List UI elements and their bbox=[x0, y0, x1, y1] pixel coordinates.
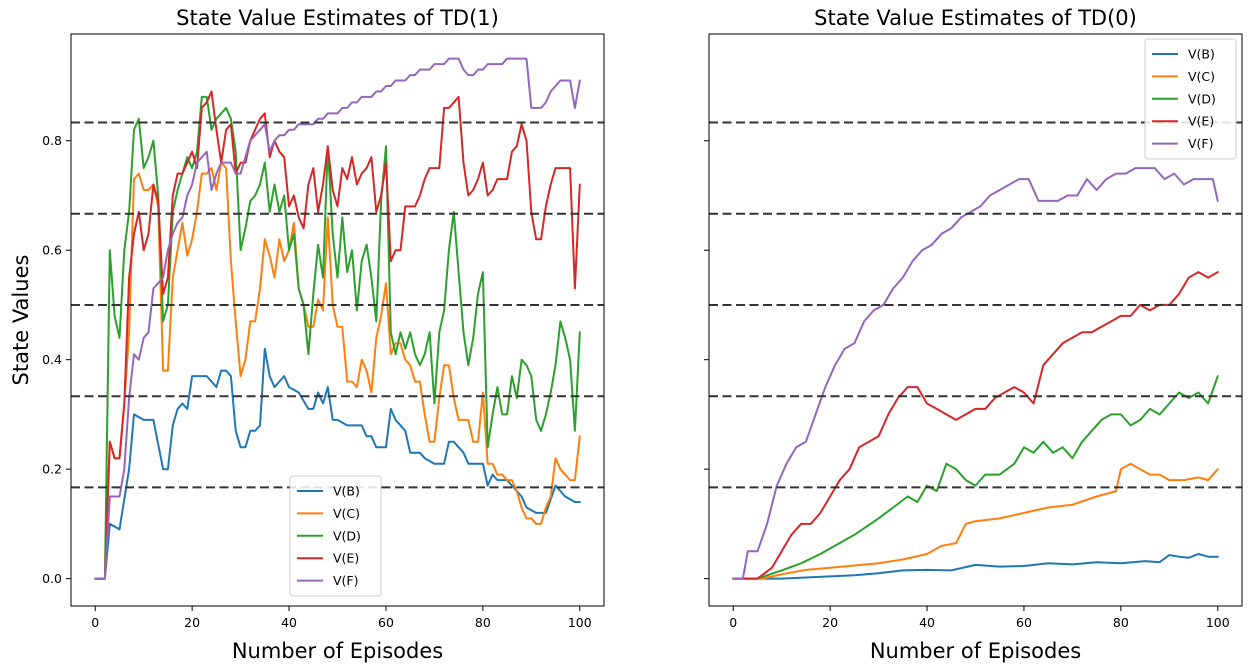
legend-label: V(F) bbox=[1188, 136, 1214, 151]
x-tick-label: 40 bbox=[919, 615, 935, 630]
series-line-vf bbox=[94, 57, 581, 580]
series-line-ve bbox=[94, 90, 581, 580]
legend-label: V(E) bbox=[333, 551, 359, 566]
series-line-vf bbox=[732, 167, 1219, 580]
x-axis-label: Number of Episodes bbox=[870, 639, 1081, 663]
plot-frame bbox=[708, 33, 1243, 607]
x-tick-label: 20 bbox=[822, 615, 838, 630]
y-tick-label: 0.6 bbox=[42, 243, 62, 258]
x-tick-label: 60 bbox=[378, 615, 394, 630]
series-line-vd bbox=[732, 375, 1219, 580]
legend-label: V(C) bbox=[1188, 69, 1215, 84]
y-axis-label: State Values bbox=[9, 255, 33, 386]
y-tick-label: 0.8 bbox=[42, 133, 62, 148]
legend: V(B) V(C) V(D) V(E) V(F) bbox=[289, 475, 382, 597]
y-tick-label: 0.2 bbox=[42, 462, 62, 477]
chart-panel-2: State Value Estimates of TD(0) Number of … bbox=[704, 6, 1243, 663]
chart-title: State Value Estimates of TD(0) bbox=[814, 6, 1137, 30]
x-tick-label: 100 bbox=[568, 615, 592, 630]
x-tick-label: 60 bbox=[1016, 615, 1032, 630]
x-tick-label: 40 bbox=[281, 615, 297, 630]
legend-label: V(B) bbox=[333, 484, 360, 499]
x-tick-label: 80 bbox=[1113, 615, 1129, 630]
chart-title: State Value Estimates of TD(1) bbox=[176, 6, 499, 30]
legend-label: V(D) bbox=[333, 528, 361, 543]
series-line-vd bbox=[94, 95, 581, 580]
series-line-vc bbox=[732, 462, 1219, 580]
plot-frame bbox=[70, 33, 605, 607]
y-tick-label: 0.0 bbox=[42, 571, 62, 586]
x-tick-label: 80 bbox=[475, 615, 491, 630]
x-tick-label: 20 bbox=[184, 615, 200, 630]
series-line-ve bbox=[732, 271, 1219, 580]
x-axis-label: Number of Episodes bbox=[232, 639, 443, 663]
x-tick-label: 100 bbox=[1206, 615, 1230, 630]
legend-label: V(C) bbox=[333, 506, 360, 521]
plot-area bbox=[71, 57, 604, 580]
x-tick-label: 0 bbox=[91, 615, 99, 630]
legend-label: V(E) bbox=[1188, 114, 1214, 129]
chart-panel-1: State Value Estimates of TD(1) Number of … bbox=[9, 6, 605, 663]
series-line-vc bbox=[94, 161, 581, 580]
y-tick-label: 0.4 bbox=[42, 352, 62, 367]
legend-box bbox=[1144, 38, 1237, 160]
series-line-vb bbox=[94, 347, 581, 580]
series-line-vb bbox=[732, 553, 1219, 580]
plot-area bbox=[709, 121, 1242, 580]
legend-label: V(D) bbox=[1188, 91, 1216, 106]
legend-label: V(F) bbox=[333, 573, 359, 588]
legend-label: V(B) bbox=[1188, 47, 1215, 62]
legend-box bbox=[289, 475, 382, 597]
x-tick-label: 0 bbox=[729, 615, 737, 630]
legend: V(B) V(C) V(D) V(E) V(F) bbox=[1144, 38, 1237, 160]
